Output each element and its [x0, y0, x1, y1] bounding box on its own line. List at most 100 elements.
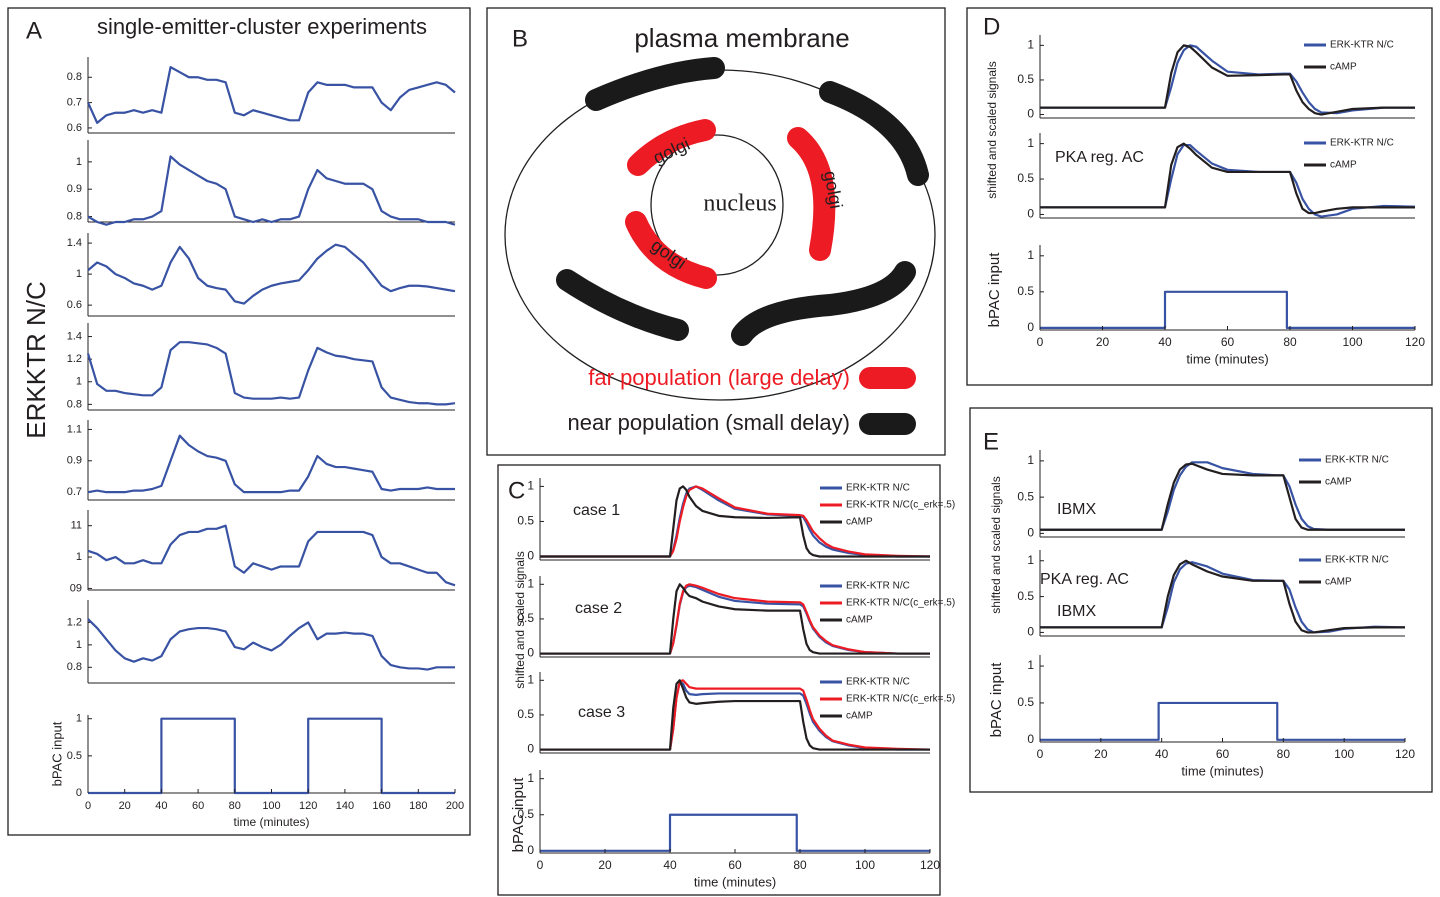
- legend-text: far population (large delay): [588, 365, 850, 390]
- legend-label: cAMP: [1330, 160, 1357, 171]
- y-tick-label: 0.5: [1017, 489, 1034, 503]
- x-axis-label: time (minutes): [1181, 763, 1263, 778]
- x-axis-label: time (minutes): [694, 874, 776, 889]
- legend-text: near population (small delay): [568, 410, 851, 435]
- y-axis-label: bPAC input: [510, 777, 527, 853]
- y-tick-label: 0: [1027, 526, 1034, 540]
- y-tick-label: 1: [1027, 553, 1034, 567]
- x-tick-label: 140: [336, 800, 354, 812]
- y-tick-label: 0: [527, 549, 534, 563]
- panel-d-frame: [966, 7, 1433, 386]
- y-tick-label: 1: [527, 576, 534, 590]
- panel-label: D: [983, 13, 1000, 40]
- legend-label: ERK-KTR N/C: [846, 677, 910, 688]
- diagram-title: plasma membrane: [634, 23, 849, 53]
- x-tick-label: 20: [119, 800, 131, 812]
- panel-label: C: [508, 477, 525, 504]
- data-line: [87, 524, 456, 587]
- data-line: [87, 434, 455, 494]
- panel-c-frame: [497, 464, 941, 896]
- legend-label: cAMP: [846, 517, 873, 528]
- y-tick-label: 1: [1027, 136, 1034, 150]
- legend-label: ERK-KTR N/C(c_erk=.5): [846, 598, 955, 609]
- data-line: [86, 341, 456, 406]
- y-tick-label: 0.5: [517, 611, 534, 625]
- nucleus-outline: [650, 134, 784, 276]
- y-axis-label: ERKKTR N/C: [21, 281, 51, 438]
- data-line: [1040, 701, 1405, 741]
- x-tick-label: 20: [1096, 335, 1110, 349]
- y-tick-label: 1: [1027, 658, 1034, 672]
- legend-label: ERK-KTR N/C(c_erk=.5): [846, 500, 955, 511]
- y-tick-label: 0.5: [1017, 589, 1034, 603]
- x-axis-label: time (minutes): [233, 815, 309, 829]
- data-line: [540, 485, 930, 558]
- y-tick-label: 0.8: [67, 398, 82, 410]
- y-axis-label: shifted and scaled signals: [989, 476, 1003, 613]
- x-tick-label: 100: [1342, 335, 1362, 349]
- panel-a-frame: [7, 7, 471, 836]
- y-tick-label: 0.5: [1017, 695, 1034, 709]
- far-golgi: [627, 119, 716, 176]
- y-tick-label: 0: [1027, 320, 1034, 334]
- data-line: [540, 583, 930, 655]
- y-axis-label: shifted and scaled signals: [513, 551, 527, 688]
- y-tick-label: 1.4: [67, 237, 82, 249]
- panel-label: E: [983, 428, 999, 455]
- y-tick-label: 0.5: [67, 750, 82, 762]
- y-tick-label: 0.6: [67, 122, 82, 134]
- y-tick-label: 1.4: [67, 330, 82, 342]
- y-axis-label: shifted and scaled signals: [985, 61, 999, 198]
- y-tick-label: 0.8: [67, 210, 82, 222]
- near-golgi: [585, 57, 725, 111]
- y-tick-label: 1: [76, 268, 82, 280]
- x-tick-label: 120: [1405, 335, 1425, 349]
- near-golgi: [731, 261, 916, 346]
- y-tick-label: 0: [1027, 107, 1034, 121]
- annotation: case 3: [578, 704, 625, 721]
- y-tick-label: 1.2: [67, 616, 82, 628]
- y-tick-label: 1: [76, 713, 82, 725]
- x-tick-label: 60: [728, 858, 742, 872]
- data-line: [1040, 290, 1415, 329]
- x-tick-label: 160: [372, 800, 390, 812]
- panel-title: single-emitter-cluster experiments: [97, 14, 427, 39]
- data-line: [1040, 462, 1405, 531]
- y-axis-label: bPAC input: [986, 252, 1003, 328]
- x-axis-label: time (minutes): [1186, 351, 1268, 366]
- x-tick-label: 40: [155, 800, 167, 812]
- y-tick-label: 0: [527, 646, 534, 660]
- y-tick-label: 0: [1027, 207, 1034, 221]
- annotation: PKA reg. AC: [1040, 571, 1129, 588]
- annotation: IBMX: [1057, 501, 1096, 518]
- y-tick-label: 0.5: [1017, 171, 1034, 185]
- panel-label: A: [26, 17, 42, 44]
- x-tick-label: 0: [537, 858, 544, 872]
- data-line: [86, 66, 456, 124]
- legend-label: cAMP: [846, 615, 873, 626]
- y-tick-label: 1: [1027, 38, 1034, 52]
- y-tick-label: 0.8: [67, 661, 82, 673]
- y-tick-label: 0.8: [67, 71, 82, 83]
- y-tick-label: 0: [527, 742, 534, 756]
- y-tick-label: 0: [527, 843, 534, 857]
- y-tick-label: 1.1: [67, 423, 82, 435]
- x-tick-label: 40: [1158, 335, 1172, 349]
- x-tick-label: 120: [299, 800, 317, 812]
- data-line: [540, 679, 930, 751]
- data-line: [88, 717, 455, 795]
- y-tick-label: 1: [1027, 248, 1034, 262]
- panel-label: B: [512, 25, 528, 52]
- y-tick-label: 0.6: [67, 299, 82, 311]
- data-line: [87, 618, 455, 671]
- y-tick-label: 1: [76, 156, 82, 168]
- legend-label: ERK-KTR N/C: [1330, 138, 1394, 149]
- x-tick-label: 0: [1037, 335, 1044, 349]
- x-tick-label: 0: [1037, 747, 1044, 761]
- annotation: case 1: [573, 502, 620, 519]
- x-tick-label: 80: [793, 858, 807, 872]
- x-tick-label: 80: [229, 800, 241, 812]
- data-line: [1040, 461, 1405, 531]
- data-line: [540, 485, 931, 558]
